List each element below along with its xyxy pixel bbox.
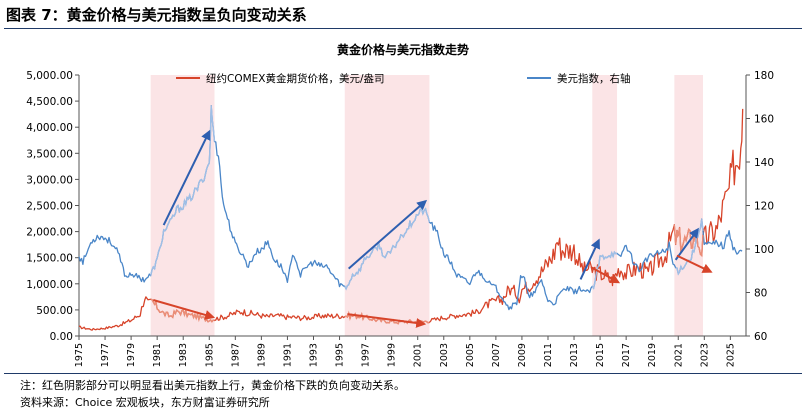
x-tick-label: 1997	[361, 343, 372, 367]
left-tick-label: 3,000.00	[26, 174, 73, 186]
x-tick-label: 1981	[152, 343, 163, 367]
x-tick-label: 1999	[387, 343, 398, 367]
x-tick-label: 2011	[543, 343, 554, 367]
title-rule	[4, 28, 802, 29]
x-tick-label: 2023	[699, 343, 710, 367]
left-tick-label: 4,500.00	[26, 96, 73, 108]
x-tick-label: 2025	[725, 343, 736, 367]
blue-trend-arrow	[348, 199, 428, 270]
right-tick-label: 100	[754, 244, 774, 256]
left-tick-label: 500.00	[36, 305, 73, 317]
left-tick-label: 3,500.00	[26, 148, 73, 160]
figure-title: 图表 7：黄金价格与美元指数呈负向变动关系	[6, 6, 307, 24]
red-trend-arrow	[152, 299, 216, 320]
x-tick-label: 1985	[204, 343, 215, 367]
left-tick-label: 5,000.00	[26, 70, 73, 82]
shaded-period	[674, 75, 704, 336]
x-tick-label: 2017	[621, 343, 632, 367]
x-tick-label: 1979	[126, 343, 137, 367]
highlighted-segment	[150, 298, 215, 323]
left-tick-label: 2,000.00	[26, 227, 73, 239]
left-tick-label: 1,500.00	[26, 253, 73, 265]
shaded-period	[344, 75, 430, 336]
x-tick-label: 2001	[413, 343, 424, 367]
x-tick-label: 1991	[282, 343, 293, 367]
shaded-periods	[150, 75, 704, 336]
legend-label-usd: 美元指数，右轴	[557, 72, 631, 85]
figure-note: 注：红色阴影部分可以明显看出美元指数上行，黄金价格下跌的负向变动关系。	[20, 379, 405, 392]
x-tick-label: 2013	[569, 343, 580, 367]
x-tick-label: 1987	[230, 343, 241, 367]
x-tick-label: 2019	[647, 343, 658, 367]
x-tick-label: 2007	[491, 343, 502, 367]
left-tick-label: 2,500.00	[26, 201, 73, 213]
x-tick-label: 2015	[595, 343, 606, 367]
x-tick-label: 2009	[517, 343, 528, 367]
x-tick-label: 2003	[439, 343, 450, 367]
shaded-period	[150, 75, 215, 336]
highlighted-segment	[150, 105, 216, 276]
right-tick-label: 120	[754, 201, 774, 213]
red-trend-arrow	[347, 313, 427, 328]
chart-text: 黄金价格与美元指数走势 纽约COMEX黄金期货价格，美元/盎司 美元指数，右轴	[176, 42, 631, 85]
shaded-period	[592, 75, 618, 336]
x-tick-label: 2021	[673, 343, 684, 367]
red-trend-arrow	[676, 254, 713, 273]
right-tick-label: 80	[754, 288, 767, 300]
blue-trend-arrow	[579, 238, 600, 280]
chart-title: 黄金价格与美元指数走势	[337, 42, 469, 57]
blue-trend-arrow	[674, 227, 699, 261]
chart: 0.00 500.00 1,000.00 1,500.00 2,000.00 2,500.…	[26, 42, 774, 367]
right-tick-label: 160	[754, 114, 774, 126]
axes: 0.00 500.00 1,000.00 1,500.00 2,000.00 2,500.…	[26, 70, 774, 367]
figure-source: 资料来源：Choice 宏观板块，东方财富证券研究所	[20, 396, 270, 409]
x-tick-label: 1983	[178, 343, 189, 367]
x-tick-label: 1975	[74, 343, 85, 367]
x-tick-label: 1993	[308, 343, 319, 367]
x-tick-label: 1995	[335, 343, 346, 367]
x-tick-label: 1989	[256, 343, 267, 367]
x-tick-label: 2005	[465, 343, 476, 367]
highlighted-segment	[673, 224, 704, 258]
highlighted-segment	[344, 207, 431, 291]
right-tick-label: 180	[754, 70, 774, 82]
x-tick-label: 1977	[100, 343, 111, 367]
right-tick-label: 140	[754, 157, 774, 169]
legend-label-gold: 纽约COMEX黄金期货价格，美元/盎司	[206, 72, 385, 85]
left-tick-label: 4,000.00	[26, 122, 73, 134]
red-trend-arrow	[590, 266, 621, 284]
right-tick-label: 60	[754, 331, 767, 343]
trend-arrows	[152, 129, 713, 328]
blue-trend-arrow	[162, 129, 211, 226]
footer-rule	[4, 373, 802, 374]
highlighted-segment	[591, 250, 618, 290]
left-tick-label: 0.00	[50, 331, 73, 343]
left-tick-label: 1,000.00	[26, 279, 73, 291]
